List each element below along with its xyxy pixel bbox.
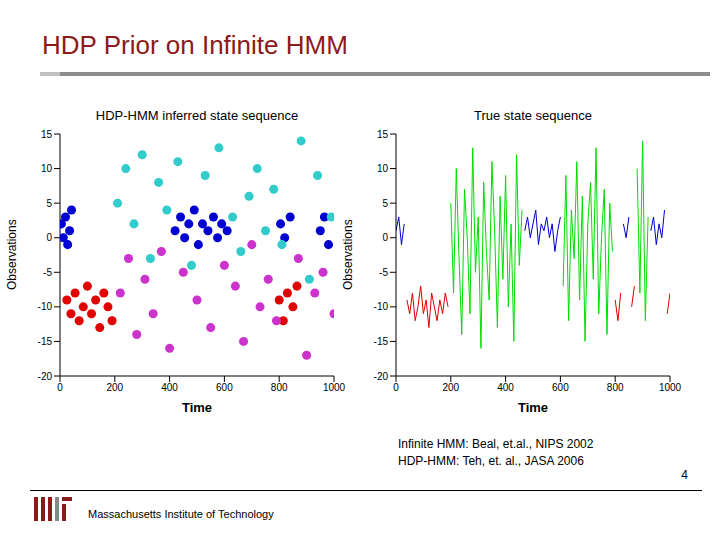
svg-text:-10: -10 (38, 301, 53, 312)
svg-text:200: 200 (106, 382, 123, 393)
html-text:Massachusetts Institute of Tec: Massachusetts Institute of Technology (88, 508, 274, 520)
svg-text:800: 800 (271, 382, 288, 393)
svg-text:Time: Time (518, 400, 548, 415)
html-text:HDP-HMM: Teh, et. al., JASA 20: HDP-HMM: Teh, et. al., JASA 2006 (398, 454, 584, 468)
svg-text:15: 15 (41, 129, 53, 140)
svg-text:-20: -20 (374, 371, 389, 382)
svg-text:200: 200 (442, 382, 459, 393)
svg-text:400: 400 (497, 382, 514, 393)
svg-text:15: 15 (377, 129, 389, 140)
svg-text:0: 0 (46, 232, 52, 243)
svg-text:5: 5 (46, 198, 52, 209)
svg-text:600: 600 (552, 382, 569, 393)
svg-text:0: 0 (57, 382, 63, 393)
html-text:Infinite HMM: Beal, et.al., NI: Infinite HMM: Beal, et.al., NIPS 2002 (398, 437, 594, 451)
svg-text:Observations: Observations (342, 219, 355, 290)
html-text:4: 4 (681, 468, 688, 482)
svg-text:-5: -5 (379, 267, 388, 278)
svg-text:Time: Time (182, 400, 212, 415)
svg-text:Observations: Observations (8, 219, 19, 290)
svg-text:1000: 1000 (323, 382, 346, 393)
svg-text:800: 800 (607, 382, 624, 393)
svg-text:0: 0 (393, 382, 399, 393)
svg-text:-20: -20 (38, 371, 53, 382)
svg-text:5: 5 (382, 198, 388, 209)
svg-text:-10: -10 (374, 301, 389, 312)
svg-text:0: 0 (382, 232, 388, 243)
svg-text:-15: -15 (374, 336, 389, 347)
svg-text:600: 600 (216, 382, 233, 393)
svg-text:400: 400 (161, 382, 178, 393)
html-text:HDP-HMM inferred state sequenc: HDP-HMM inferred state sequence (95, 108, 299, 123)
svg-text:10: 10 (377, 163, 389, 174)
svg-text:-15: -15 (38, 336, 53, 347)
svg-text:10: 10 (41, 163, 53, 174)
html-text:HDP Prior on Infinite HMM: HDP Prior on Infinite HMM (42, 30, 348, 60)
svg-text:1000: 1000 (659, 382, 682, 393)
html-text:True state sequence: True state sequence (474, 108, 592, 123)
svg-text:-5: -5 (43, 267, 52, 278)
